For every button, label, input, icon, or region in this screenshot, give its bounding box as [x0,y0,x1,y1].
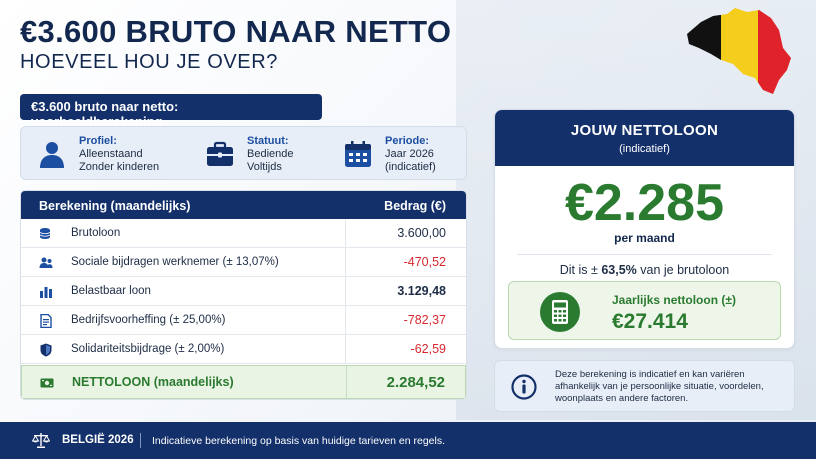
shield-icon [40,343,52,357]
info-periode-line2: (indicatief) [385,161,436,173]
table-header-amount: Bedrag (€) [384,199,446,213]
row-label: Sociale bijdragen werknemer (± 13,07%) [71,256,279,268]
net-salary-title: JOUW NETTOLOON [570,122,719,139]
yearly-net-box: Jaarlijks nettoloon (±) €27.414 [508,281,781,340]
pct-value: 63,5% [601,263,637,277]
yearly-net-label: Jaarlijks nettoloon (±) [612,293,736,307]
bar-chart-icon [40,287,52,298]
info-profiel-line1: Alleenstaand [79,148,143,160]
info-periode-line1: Jaar 2026 [385,148,434,160]
table-row-bedrijfsvoorheffing: Bedrijfsvoorheffing (± 25,00%) -782,37 [21,306,466,335]
page-title: €3.600 BRUTO NAAR NETTO [20,14,452,49]
people-icon [39,257,53,268]
info-profiel-line2: Zonder kinderen [79,161,160,173]
net-salary-subtitle: (indicatief) [619,143,670,155]
row-label: Brutoloon [71,227,121,239]
info-periode: Periode: Jaar 2026 (indicatief) [343,135,436,174]
footer-text: Indicatieve berekening op basis van huid… [152,435,446,447]
total-label: NETTOLOON (maandelijks) [72,375,234,389]
row-value: -62,59 [410,342,446,356]
profile-info-card: Profiel: Alleenstaand Zonder kinderen St… [20,126,467,180]
divider [517,254,772,255]
calculator-icon [540,292,580,332]
row-value: 3.600,00 [397,226,446,240]
banknote-icon [40,378,54,388]
info-statuut: Statuut: Bediende Voltijds [205,135,294,174]
table-row-brutoloon: Brutoloon 3.600,00 [21,219,466,248]
row-label: Solidariteitsbijdrage (± 2,00%) [71,343,225,355]
info-profiel-label: Profiel: [79,135,117,147]
calendar-icon [345,141,371,167]
document-icon [40,314,52,328]
coins-icon [39,228,51,239]
table-row-nettoloon: NETTOLOON (maandelijks) 2.284,52 [21,365,466,399]
table-header: Berekening (maandelijks) Bedrag (€) [21,191,466,219]
net-salary-header: JOUW NETTOLOON (indicatief) [495,110,794,166]
info-icon [511,374,537,400]
table-row-solidariteitsbijdrage: Solidariteitsbijdrage (± 2,00%) -62,59 [21,335,466,364]
disclaimer-text: Deze berekening is indicatief en kan var… [555,369,764,404]
footer-divider [140,433,141,448]
table-row-sociale-bijdragen: Sociale bijdragen werknemer (± 13,07%) -… [21,248,466,277]
briefcase-icon [207,141,233,166]
belgium-map-flag-icon [687,8,791,94]
info-profiel: Profiel: Alleenstaand Zonder kinderen [37,135,159,174]
disclaimer-note: Deze berekening is indicatief en kan var… [494,360,795,412]
info-statuut-line1: Bediende [247,148,294,160]
pct-suffix: van je brutoloon [636,263,730,277]
calculation-table: Berekening (maandelijks) Bedrag (€) Brut… [20,190,467,400]
row-value: -470,52 [403,255,446,269]
net-salary-percentage: Dit is ± 63,5% van je brutoloon [495,263,794,277]
table-header-description: Berekening (maandelijks) [39,199,191,213]
row-label: Belastbaar loon [71,285,151,297]
row-label: Bedrijfsvoorheffing (± 25,00%) [71,314,226,326]
row-value: 3.129,48 [397,284,446,298]
net-salary-per: per maand [614,231,675,245]
yearly-net-value: €27.414 [612,310,688,333]
footer-bar: BELGIË 2026 Indicatieve berekening op ba… [0,422,816,459]
row-value: -782,37 [403,313,446,327]
net-salary-amount: €2.285 [564,174,725,232]
pct-prefix: Dit is ± [559,263,602,277]
person-icon [40,142,64,168]
info-statuut-line2: Voltijds [247,161,282,173]
table-row-belastbaar-loon: Belastbaar loon 3.129,48 [21,277,466,306]
net-salary-card: JOUW NETTOLOON (indicatief) €2.285 per m… [494,109,795,349]
example-calculation-pill: €3.600 bruto naar netto: voorbeeldbereke… [20,94,322,129]
info-periode-label: Periode: [385,135,430,147]
info-statuut-label: Statuut: [247,135,289,147]
scales-icon [32,433,50,448]
total-value: 2.284,52 [386,374,445,391]
footer-country: BELGIË 2026 [62,434,134,446]
page-subtitle: HOEVEEL HOU JE OVER? [20,51,278,73]
